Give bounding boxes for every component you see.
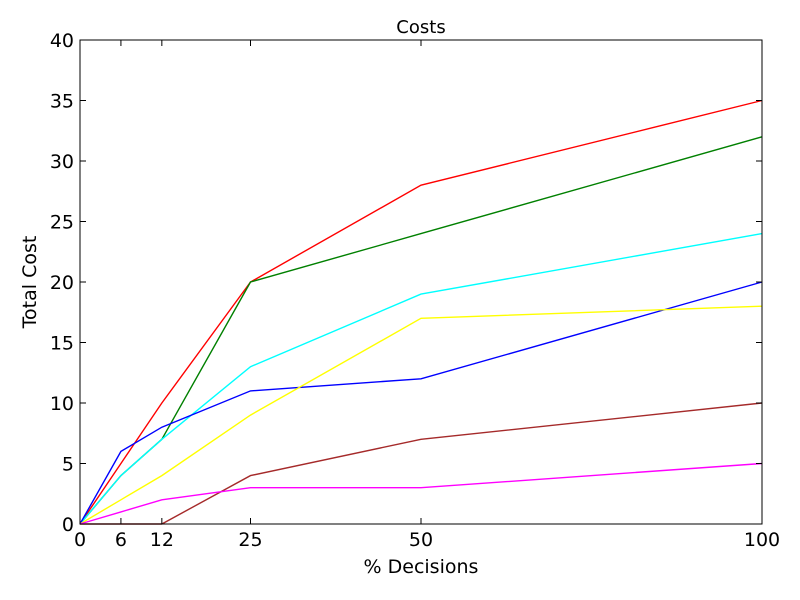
x-tick-label: 100 <box>744 529 780 551</box>
x-tick-label: 12 <box>150 529 174 551</box>
x-tick-label: 50 <box>409 529 433 551</box>
ticks-layer: 0 6 12 25 50 100 0 5 10 15 20 25 30 35 40 <box>50 30 780 551</box>
y-axis-label: Total Cost <box>19 236 41 330</box>
y-tick-label: 40 <box>50 30 74 52</box>
series-line-3 <box>79 232 763 525</box>
series-line-6 <box>80 402 763 525</box>
chart-title: Costs <box>396 17 445 38</box>
series-line-5 <box>79 305 763 525</box>
y-tick-label: 5 <box>62 454 74 476</box>
y-tick-label: 25 <box>50 212 74 234</box>
series-line-4 <box>79 281 763 525</box>
series-line-2 <box>79 136 763 525</box>
x-tick-label: 0 <box>74 529 86 551</box>
y-tick-label: 20 <box>50 272 74 294</box>
y-tick-label: 35 <box>50 91 74 113</box>
y-tick-label: 10 <box>50 393 74 415</box>
series-layer <box>79 99 763 525</box>
series-line-7 <box>79 462 763 525</box>
x-tick-label: 6 <box>115 529 127 551</box>
y-tick-label: 15 <box>50 333 74 355</box>
plot-area-frame <box>79 39 763 525</box>
y-tick-label: 30 <box>50 151 74 173</box>
series-line-1 <box>79 99 763 525</box>
x-tick-label: 25 <box>238 529 262 551</box>
y-tick-label: 0 <box>62 514 74 536</box>
x-axis-label: % Decisions <box>364 556 479 578</box>
